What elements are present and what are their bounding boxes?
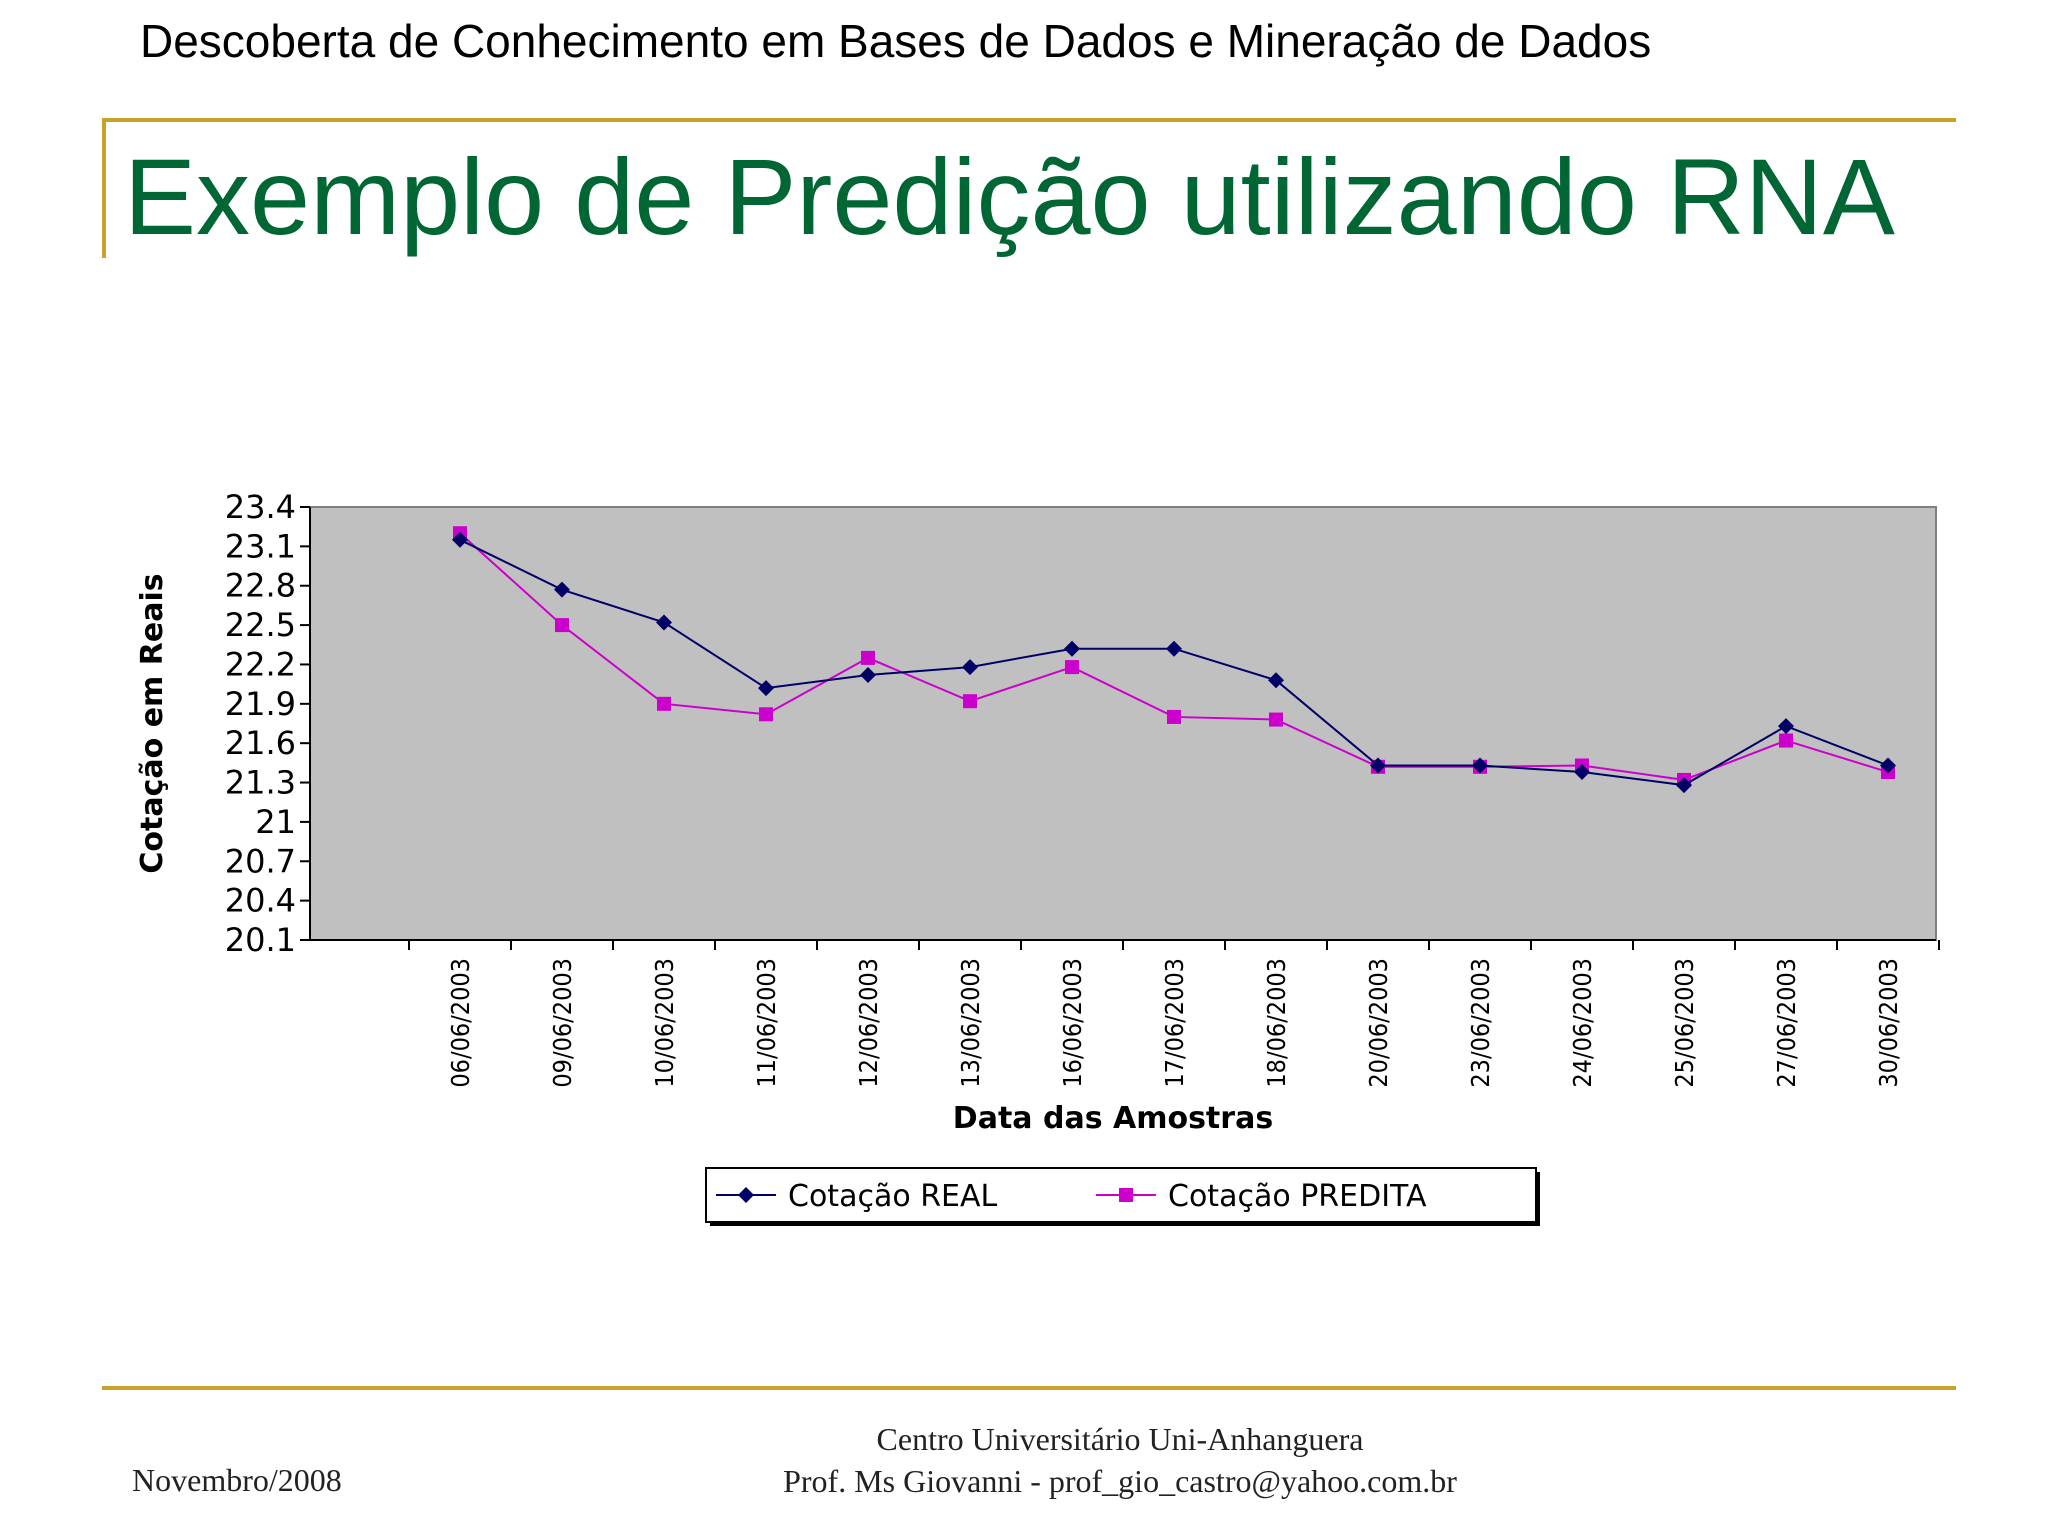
- y-axis-title: Cotação em Reais: [135, 573, 170, 873]
- x-tick-label: 17/06/2003: [1160, 958, 1189, 1088]
- y-tick-label: 20.1: [225, 921, 296, 959]
- data-point-real: [1166, 640, 1182, 657]
- data-point-real: [860, 666, 876, 683]
- x-tick-label: 30/06/2003: [1874, 958, 1903, 1088]
- data-point-real: [1064, 640, 1080, 657]
- y-tick-label: 21.6: [225, 724, 296, 762]
- data-point-real: [1880, 757, 1896, 774]
- y-tick-label: 23.4: [225, 488, 296, 526]
- y-tick-label: 21: [255, 803, 296, 841]
- x-tick-label: 12/06/2003: [854, 958, 883, 1088]
- x-tick-label: 24/06/2003: [1568, 958, 1597, 1088]
- footer-author: Prof. Ms Giovanni - prof_gio_castro@yaho…: [783, 1463, 1457, 1499]
- x-tick-label: 09/06/2003: [548, 958, 577, 1088]
- title-left-rule: [102, 118, 106, 258]
- legend-label-real: Cotação REAL: [788, 1179, 998, 1214]
- slide-title: Exemplo de Predição utilizando RNA: [124, 136, 1895, 257]
- footer-date: Novembro/2008: [132, 1462, 342, 1498]
- x-tick-label: 10/06/2003: [650, 958, 679, 1088]
- data-point-real: [1574, 764, 1590, 781]
- data-point-predita: [1167, 709, 1181, 724]
- x-tick-label: 06/06/2003: [446, 958, 475, 1088]
- data-point-predita: [657, 696, 671, 711]
- plot-area: [309, 506, 1937, 941]
- data-point-real: [1778, 718, 1794, 735]
- legend-marker-real: [738, 1187, 754, 1203]
- legend-label-predita: Cotação PREDITA: [1168, 1179, 1427, 1214]
- data-point-predita: [1065, 660, 1079, 675]
- y-tick-label: 21.3: [225, 764, 296, 802]
- x-tick-label: 23/06/2003: [1466, 958, 1495, 1088]
- footer-institution: Centro Universitário Uni-Anhanguera: [876, 1421, 1364, 1457]
- y-tick-label: 22.2: [225, 645, 296, 683]
- x-axis-title: Data das Amostras: [953, 1101, 1273, 1136]
- data-point-predita: [759, 707, 773, 722]
- title-top-rule: [102, 118, 1956, 122]
- x-tick-label: 16/06/2003: [1058, 958, 1087, 1088]
- x-tick-label: 20/06/2003: [1364, 958, 1393, 1088]
- data-point-real: [962, 659, 978, 676]
- y-tick-label: 22.8: [225, 567, 296, 605]
- data-point-real: [1472, 757, 1488, 774]
- legend-marker-predita: [1119, 1188, 1133, 1202]
- data-point-predita: [1779, 733, 1793, 748]
- course-title: Descoberta de Conhecimento em Bases de D…: [140, 15, 1652, 67]
- data-point-real: [1268, 672, 1284, 689]
- data-point-predita: [963, 694, 977, 709]
- x-tick-label: 27/06/2003: [1772, 958, 1801, 1088]
- x-tick-label: 25/06/2003: [1670, 958, 1699, 1088]
- y-tick-label: 20.7: [225, 842, 296, 880]
- x-tick-label: 11/06/2003: [752, 958, 781, 1088]
- data-point-real: [656, 614, 672, 631]
- x-tick-label: 13/06/2003: [956, 958, 985, 1088]
- data-point-predita: [1269, 712, 1283, 727]
- x-tick-label: 18/06/2003: [1262, 958, 1291, 1088]
- data-point-real: [452, 531, 468, 548]
- y-tick-label: 22.5: [225, 606, 296, 644]
- data-point-predita: [861, 650, 875, 665]
- y-tick-label: 21.9: [225, 685, 296, 723]
- data-point-predita: [555, 618, 569, 633]
- footer-rule: [102, 1386, 1956, 1390]
- data-point-real: [554, 581, 570, 598]
- y-tick-label: 23.1: [225, 527, 296, 565]
- data-point-real: [758, 680, 774, 697]
- data-point-real: [1370, 757, 1386, 774]
- y-tick-label: 20.4: [225, 882, 296, 920]
- data-point-real: [1676, 777, 1692, 794]
- footer-credits: Centro Universitário Uni-Anhanguera Prof…: [560, 1418, 1680, 1502]
